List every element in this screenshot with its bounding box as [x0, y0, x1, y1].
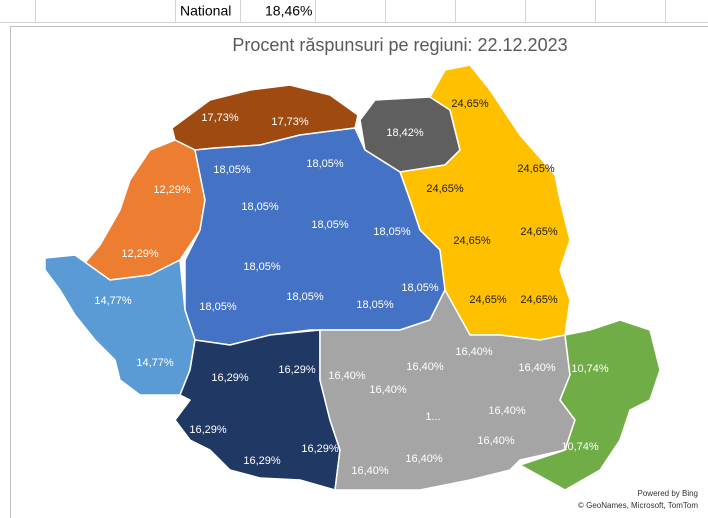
region-label: 24,65% — [517, 163, 555, 175]
region-label: 16,29% — [189, 424, 227, 436]
region-label: 18,05% — [286, 291, 324, 303]
region-label: 16,40% — [455, 346, 493, 358]
region-label: 16,29% — [211, 372, 249, 384]
region-label: 16,29% — [301, 443, 339, 455]
region-label: 24,65% — [469, 294, 507, 306]
region-label: 18,05% — [401, 282, 439, 294]
region-shape — [174, 329, 341, 491]
map-title: Procent răspunsuri pe regiuni: 22.12.202… — [232, 35, 567, 55]
region-label: 18,05% — [373, 226, 411, 238]
region-label: 16,40% — [406, 361, 444, 373]
region-label: 18,05% — [213, 164, 251, 176]
regions — [44, 64, 661, 491]
region-label: 1... — [425, 411, 440, 423]
region-label: 16,40% — [351, 465, 389, 477]
region-label: 16,40% — [518, 362, 556, 374]
region-label: 24,65% — [426, 183, 464, 195]
region-label: 24,65% — [520, 294, 558, 306]
region-label: 16,40% — [405, 453, 443, 465]
region-label: 14,77% — [136, 357, 174, 369]
region-label: 12,29% — [121, 248, 159, 260]
region-label: 18,42% — [386, 127, 424, 139]
region-label: 18,05% — [311, 219, 349, 231]
region-label: 18,05% — [306, 158, 344, 170]
region-label: 17,73% — [271, 116, 309, 128]
cell-name: National — [180, 3, 231, 19]
region-label: 18,05% — [356, 299, 394, 311]
region-label: 24,65% — [520, 226, 558, 238]
region-label: 16,40% — [477, 435, 515, 447]
attribution: © GeoNames, Microsoft, TomTom — [578, 501, 698, 510]
region-label: 12,29% — [153, 184, 191, 196]
region-label: 16,29% — [278, 364, 316, 376]
region-labels: 17,73% 17,73% 18,42% 24,65% 24,65% 24,65% 24,6… — [94, 98, 609, 477]
region-label: 16,29% — [243, 455, 281, 467]
region-label: 24,65% — [451, 98, 489, 110]
cell-grid — [0, 0, 708, 23]
region-label: 18,05% — [241, 201, 279, 213]
region-label: 16,40% — [369, 384, 407, 396]
region-label: 10,74% — [561, 441, 599, 453]
region-label: 18,05% — [199, 301, 237, 313]
region-label: 24,65% — [453, 235, 491, 247]
credit: Powered by Bing — [638, 489, 698, 498]
cell-value: 18,46% — [265, 3, 312, 19]
region-label: 14,77% — [94, 295, 132, 307]
region-shape — [519, 319, 661, 491]
region-label: 17,73% — [201, 112, 239, 124]
region-label: 16,40% — [488, 405, 526, 417]
region-label: 18,05% — [243, 261, 281, 273]
region-label: 16,40% — [328, 370, 366, 382]
region-label: 10,74% — [571, 363, 609, 375]
